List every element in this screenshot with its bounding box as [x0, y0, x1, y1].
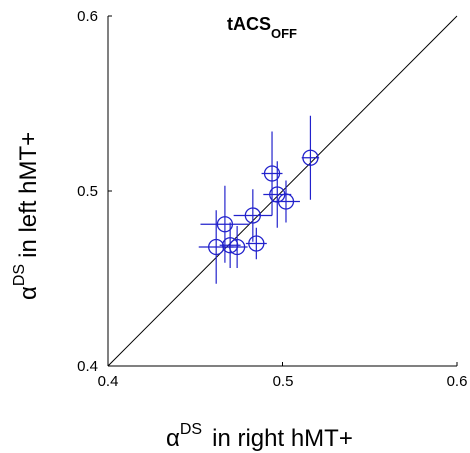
point-marker	[216, 216, 234, 233]
x-axis-symbol: α	[166, 425, 180, 452]
y-tick-label: 0.6	[77, 8, 98, 25]
x-axis-text: in right hMT+	[212, 425, 353, 452]
tick-marks	[107, 15, 458, 367]
data-point	[233, 189, 273, 242]
data-point	[261, 131, 283, 216]
y-axis-symbol: α	[15, 286, 42, 300]
x-axis-label: αDS in right hMT+	[166, 421, 353, 452]
y-tick-label: 0.5	[77, 183, 98, 200]
chart-title-subscript: OFF	[271, 26, 297, 41]
point-marker	[208, 238, 225, 256]
identity-line	[107, 15, 458, 367]
x-tick-label: 0.5	[273, 373, 294, 390]
x-axis-superscript: DS	[180, 421, 202, 438]
y-tick-label: 0.4	[77, 358, 98, 375]
point-marker	[302, 149, 319, 166]
chart-title: tACSOFF	[227, 14, 297, 41]
point-marker	[228, 238, 246, 256]
data-point	[301, 115, 320, 200]
point-marker	[244, 207, 261, 224]
x-tick-label: 0.6	[447, 373, 468, 390]
data-point	[272, 180, 300, 223]
data-point	[245, 227, 267, 260]
point-marker	[248, 235, 265, 252]
data-point	[226, 226, 248, 268]
point-marker	[263, 165, 281, 182]
axes	[107, 15, 458, 367]
y-axis-text: in left hMT+	[15, 132, 42, 258]
x-tick-label: 0.4	[98, 373, 119, 390]
y-axis-label: αDS in left hMT+	[11, 132, 42, 300]
chart-title-main: tACS	[227, 14, 271, 34]
y-axis-superscript: DS	[11, 264, 28, 286]
data-points	[198, 115, 320, 284]
point-marker	[277, 193, 295, 210]
